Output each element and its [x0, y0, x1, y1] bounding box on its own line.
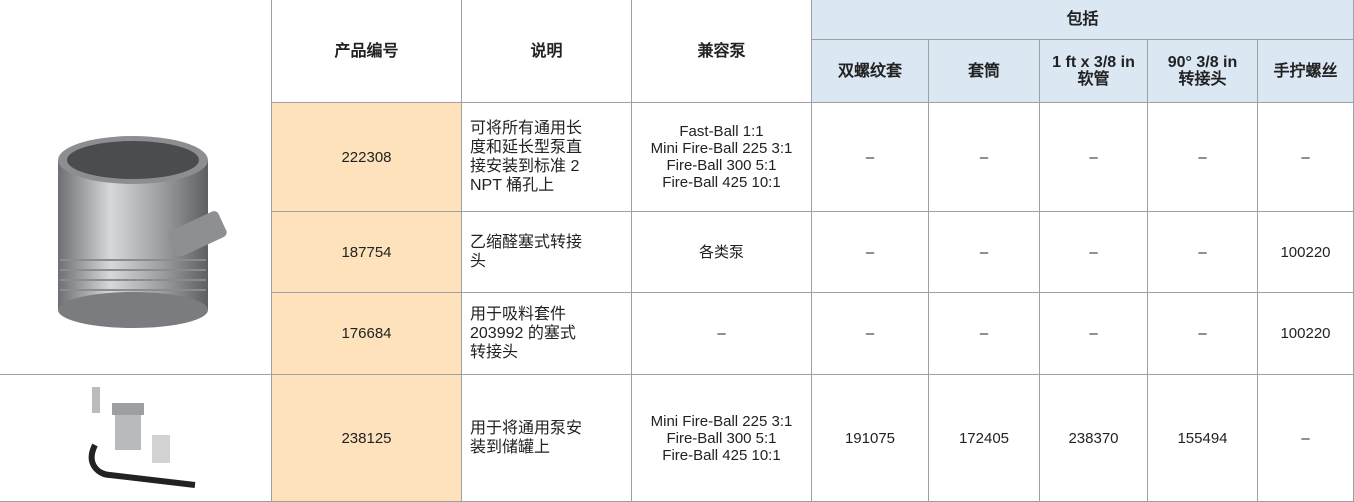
subheader-text: 1 ft x 3/8 in [1052, 54, 1135, 71]
part-cell: – [1040, 103, 1148, 212]
header-cell: 兼容泵 [632, 0, 812, 103]
subheader-text: 软管 [1077, 71, 1110, 88]
pump-name: Mini Fire-Ball 225 3:1 [650, 140, 793, 157]
part-cell: – [812, 103, 929, 212]
part-number: – [1089, 243, 1098, 261]
image-cell [0, 375, 272, 502]
part-cell: 238370 [1040, 375, 1148, 502]
header-cell: 产品编号 [272, 0, 462, 103]
part-cell: – [1148, 293, 1258, 375]
part-cell: – [812, 293, 929, 375]
product-number-cell: 222308 [272, 103, 462, 212]
part-cell: 191075 [812, 375, 929, 502]
header-cell: 包括 [812, 0, 1354, 40]
subheader-cell: 90° 3/8 in 转接头 [1148, 40, 1258, 103]
product-number: 238125 [341, 429, 392, 447]
description-cell: 用于吸料套件 203992 的塞式转接头 [462, 293, 632, 375]
pumps-cell: 各类泵 [632, 212, 812, 293]
subheader-cell: 1 ft x 3/8 in 软管 [1040, 40, 1148, 103]
part-cell: 100220 [1258, 293, 1354, 375]
pump-name: Fire-Ball 300 5:1 [666, 157, 777, 174]
header-text: 兼容泵 [697, 42, 746, 60]
part-cell: – [1258, 375, 1354, 502]
description-cell: 可将所有通用长度和延长型泵直接安装到标准 2 NPT 桶孔上 [462, 103, 632, 212]
part-cell: 155494 [1148, 375, 1258, 502]
part-cell: – [1258, 103, 1354, 212]
subheader-text: 双螺纹套 [837, 62, 902, 80]
pump-name: Mini Fire-Ball 225 3:1 [650, 412, 793, 430]
header-text: 包括 [1066, 11, 1099, 28]
product-number-cell: 238125 [272, 375, 462, 502]
part-cell: 172405 [929, 375, 1040, 502]
part-number: – [979, 148, 989, 166]
product-number-cell: 187754 [272, 212, 462, 293]
pump-name: Fire-Ball 425 10:1 [662, 446, 781, 464]
part-cell: 100220 [1258, 212, 1354, 293]
part-cell: – [929, 212, 1040, 293]
part-number: – [1198, 148, 1207, 166]
part-number: 172405 [958, 429, 1010, 447]
pump-name: 各类泵 [698, 243, 744, 261]
product-number: 222308 [341, 148, 392, 166]
header-text: 说明 [530, 42, 563, 60]
part-number: 238370 [1068, 429, 1119, 447]
pump-name: Fire-Ball 425 10:1 [662, 174, 781, 191]
part-cell: – [1148, 212, 1258, 293]
part-number: 100220 [1280, 243, 1331, 261]
pump-name: Fire-Ball 300 5:1 [666, 429, 777, 447]
subheader-text: 90° 3/8 in [1167, 54, 1238, 71]
description: 用于吸料套件 203992 的塞式转接头 [470, 306, 576, 361]
part-number: – [865, 148, 875, 166]
part-number: 100220 [1280, 325, 1331, 342]
description: 可将所有通用长度和延长型泵直接安装到标准 2 NPT 桶孔上 [470, 120, 583, 194]
part-number: – [979, 243, 989, 261]
subheader-text: 套筒 [967, 62, 1000, 80]
pump-name: Fast-Ball 1:1 [679, 123, 764, 140]
header-cell: 说明 [462, 0, 632, 103]
product-number-cell: 176684 [272, 293, 462, 375]
pumps-cell: Fast-Ball 1:1 Mini Fire-Ball 225 3:1 Fire-… [632, 103, 812, 212]
part-number: – [979, 325, 989, 342]
pumps-cell: Mini Fire-Ball 225 3:1 Fire-Ball 300 5:1 F… [632, 375, 812, 502]
part-number: – [865, 243, 875, 261]
part-cell: – [929, 293, 1040, 375]
header-text: 产品编号 [334, 42, 399, 60]
subheader-cell: 手拧螺丝 [1258, 40, 1354, 103]
description-cell: 用于将通用泵安装到储罐上 [462, 375, 632, 502]
part-cell: – [1148, 103, 1258, 212]
pump-name: – [717, 325, 726, 342]
part-cell: – [1040, 212, 1148, 293]
description-cell: 乙缩醛塞式转接头 [462, 212, 632, 293]
part-number: – [1301, 429, 1310, 447]
subheader-text: 手拧螺丝 [1273, 62, 1338, 80]
part-number: – [1301, 148, 1310, 166]
product-number: 176684 [341, 325, 392, 342]
part-cell: – [929, 103, 1040, 212]
part-cell: – [812, 212, 929, 293]
part-number: 155494 [1177, 429, 1228, 447]
subheader-cell: 套筒 [929, 40, 1040, 103]
pumps-cell: – [632, 293, 812, 375]
description: 乙缩醛塞式转接头 [470, 234, 583, 270]
part-number: – [1089, 148, 1098, 166]
part-number: – [1089, 325, 1098, 342]
image-cell [0, 0, 272, 375]
product-number: 187754 [341, 243, 392, 261]
description: 用于将通用泵安装到储罐上 [470, 420, 583, 456]
sleeve-image [58, 136, 227, 328]
part-number: – [1198, 325, 1207, 342]
part-number: – [865, 325, 875, 342]
part-cell: – [1040, 293, 1148, 375]
part-number: – [1198, 243, 1207, 261]
subheader-cell: 双螺纹套 [812, 40, 929, 103]
subheader-text: 转接头 [1178, 71, 1227, 88]
adapter-kit-image [88, 387, 196, 488]
part-number: 191075 [844, 429, 896, 447]
